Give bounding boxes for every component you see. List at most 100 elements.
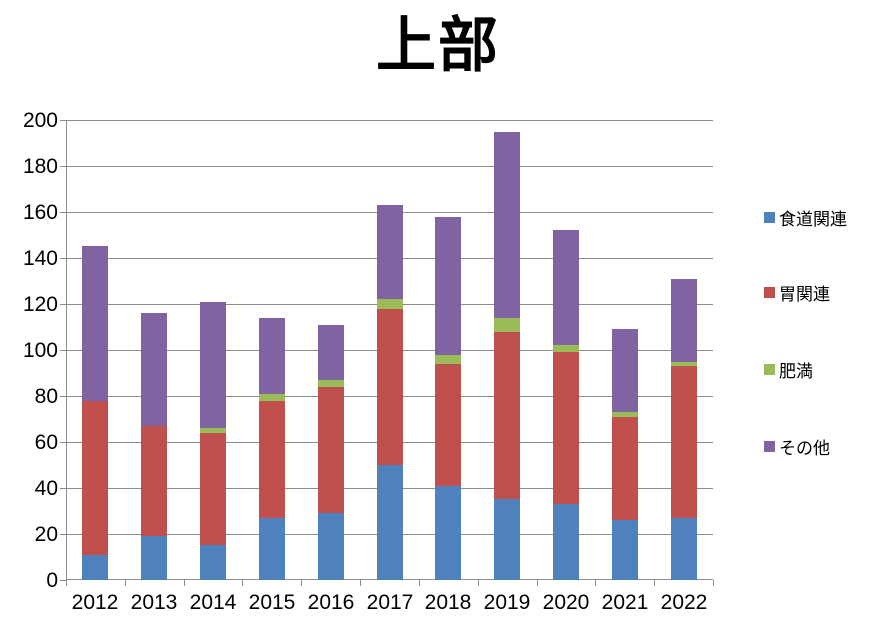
bar-segment-2014-胃関連 — [200, 433, 226, 545]
y-axis-tick — [60, 120, 66, 121]
chart-title: 上部 — [376, 12, 500, 79]
bar-segment-2015-胃関連 — [259, 401, 285, 518]
bar-segment-2020-胃関連 — [553, 352, 579, 504]
bar-segment-2018-肥満 — [435, 355, 461, 364]
y-tick-label-80: 80 — [34, 385, 58, 408]
x-axis-tick — [125, 580, 126, 586]
y-axis-tick — [60, 304, 66, 305]
x-tick-label-2019: 2019 — [483, 591, 531, 614]
legend-label: 食道関連 — [779, 209, 847, 229]
bar-segment-2019-その他 — [494, 132, 520, 318]
bar-segment-2018-その他 — [435, 217, 461, 355]
legend-item-胃関連: 胃関連 — [764, 281, 830, 304]
bar-segment-2019-胃関連 — [494, 332, 520, 499]
x-axis-tick — [595, 580, 596, 586]
bar-segment-2016-食道関連 — [318, 513, 344, 580]
legend-item-食道関連: 食道関連 — [764, 206, 847, 229]
bar-segment-2013-胃関連 — [141, 426, 167, 536]
bar-segment-2012-その他 — [82, 246, 108, 401]
bar-segment-2017-胃関連 — [377, 309, 403, 465]
legend-swatch-icon — [764, 211, 775, 223]
bar-segment-2012-胃関連 — [82, 401, 108, 555]
y-axis-tick — [60, 442, 66, 443]
bar-segment-2019-食道関連 — [494, 499, 520, 580]
bar-segment-2015-食道関連 — [259, 518, 285, 580]
y-tick-label-160: 160 — [22, 201, 58, 224]
bar-segment-2022-その他 — [671, 279, 697, 362]
bar-segment-2017-食道関連 — [377, 465, 403, 580]
bar-segment-2017-その他 — [377, 205, 403, 299]
bar-segment-2021-その他 — [612, 329, 638, 412]
y-tick-label-0: 0 — [46, 569, 58, 592]
x-tick-label-2012: 2012 — [71, 591, 119, 614]
bar-segment-2015-その他 — [259, 318, 285, 394]
y-axis-tick — [60, 258, 66, 259]
x-axis-tick — [537, 580, 538, 586]
bar-segment-2022-胃関連 — [671, 366, 697, 518]
x-tick-label-2017: 2017 — [366, 591, 414, 614]
x-axis-tick — [66, 580, 67, 586]
bar-segment-2020-肥満 — [553, 345, 579, 352]
legend-swatch-icon — [764, 363, 775, 375]
legend-label: その他 — [779, 438, 830, 458]
legend-swatch-icon — [764, 440, 775, 452]
y-tick-label-100: 100 — [22, 339, 58, 362]
bar-segment-2013-食道関連 — [141, 536, 167, 580]
gridline-y-200 — [66, 120, 713, 121]
bar-segment-2022-肥満 — [671, 362, 697, 366]
bar-segment-2017-肥満 — [377, 299, 403, 309]
bar-segment-2013-その他 — [141, 313, 167, 426]
bar-segment-2021-食道関連 — [612, 520, 638, 580]
x-axis-tick — [654, 580, 655, 586]
bar-segment-2016-胃関連 — [318, 387, 344, 513]
x-tick-label-2021: 2021 — [601, 591, 649, 614]
y-axis-tick — [60, 488, 66, 489]
x-tick-label-2022: 2022 — [660, 591, 708, 614]
y-tick-label-120: 120 — [22, 293, 58, 316]
bar-segment-2020-食道関連 — [553, 504, 579, 580]
y-axis-tick — [60, 166, 66, 167]
x-tick-label-2020: 2020 — [542, 591, 590, 614]
bar-segment-2020-その他 — [553, 230, 579, 345]
bar-segment-2021-胃関連 — [612, 417, 638, 520]
bar-segment-2014-肥満 — [200, 428, 226, 433]
legend-label: 胃関連 — [779, 284, 830, 304]
bar-segment-2021-肥満 — [612, 412, 638, 417]
x-tick-label-2014: 2014 — [189, 591, 237, 614]
bar-segment-2016-肥満 — [318, 380, 344, 387]
bar-segment-2016-その他 — [318, 325, 344, 380]
legend-swatch-icon — [764, 286, 775, 298]
x-tick-label-2016: 2016 — [307, 591, 355, 614]
bar-segment-2022-食道関連 — [671, 518, 697, 580]
legend-label: 肥満 — [779, 361, 813, 381]
x-axis-tick — [419, 580, 420, 586]
x-tick-label-2015: 2015 — [248, 591, 296, 614]
x-axis-tick — [713, 580, 714, 586]
bar-segment-2014-その他 — [200, 302, 226, 428]
y-axis-tick — [60, 212, 66, 213]
y-axis-tick — [60, 534, 66, 535]
y-axis-tick — [60, 350, 66, 351]
x-tick-label-2018: 2018 — [424, 591, 472, 614]
y-tick-label-200: 200 — [22, 109, 58, 132]
plot-area — [66, 120, 713, 580]
y-tick-label-40: 40 — [34, 477, 58, 500]
x-tick-label-2013: 2013 — [130, 591, 178, 614]
bar-segment-2018-食道関連 — [435, 486, 461, 580]
legend-item-肥満: 肥満 — [764, 358, 813, 381]
x-axis-tick — [184, 580, 185, 586]
bar-segment-2014-食道関連 — [200, 545, 226, 580]
x-axis-tick — [360, 580, 361, 586]
y-tick-label-180: 180 — [22, 155, 58, 178]
y-tick-label-140: 140 — [22, 247, 58, 270]
x-axis-tick — [301, 580, 302, 586]
y-tick-label-20: 20 — [34, 523, 58, 546]
bar-segment-2012-食道関連 — [82, 555, 108, 580]
y-axis-tick — [60, 396, 66, 397]
bar-segment-2015-肥満 — [259, 394, 285, 401]
gridline-y-180 — [66, 166, 713, 167]
bar-segment-2018-胃関連 — [435, 364, 461, 486]
legend-item-その他: その他 — [764, 435, 830, 458]
x-axis-tick — [242, 580, 243, 586]
